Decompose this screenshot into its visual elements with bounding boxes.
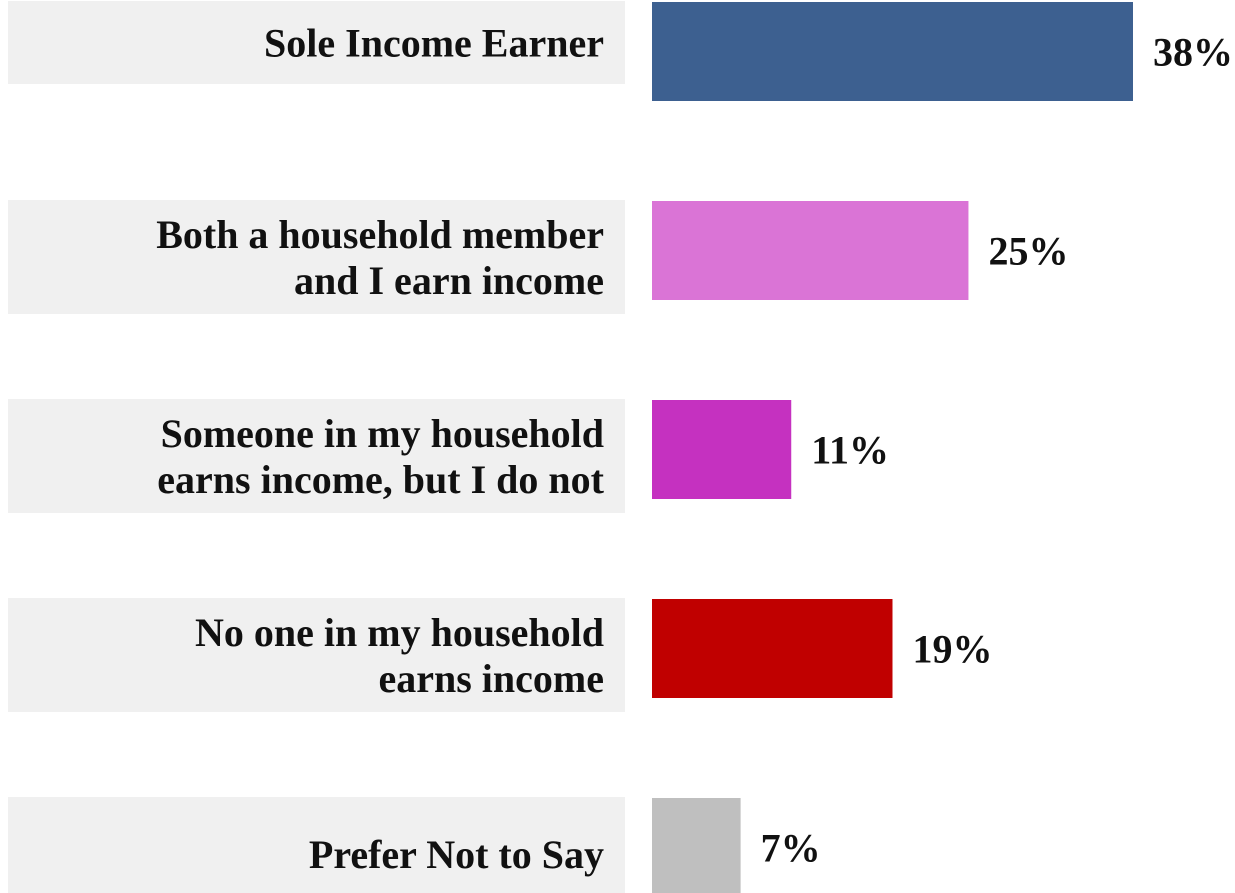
bar [652,400,792,499]
bar [652,599,893,698]
category-label: No one in my household [195,610,604,655]
bar [652,2,1133,101]
category-label-panel [8,200,625,314]
bars [652,2,1133,893]
bar [652,798,741,893]
bar [652,201,969,300]
value-label: 19% [913,627,993,672]
category-label: Prefer Not to Say [309,832,604,877]
category-label: Someone in my household [161,411,604,456]
category-label: and I earn income [294,258,604,303]
category-label: earns income [378,656,604,701]
value-labels: 38% 25% 11% 19% 7% [761,30,1233,871]
category-label: Both a household member [156,212,604,257]
value-label: 25% [988,229,1068,274]
value-label: 38% [1153,30,1233,75]
value-label: 11% [811,428,889,473]
value-label: 7% [761,826,821,871]
category-labels: Sole Income Earner Both a household membe… [156,21,604,878]
category-label-panel [8,399,625,513]
category-label-panel [8,598,625,712]
category-label-panel [8,1,625,84]
category-label-panels [8,1,625,893]
category-label: Sole Income Earner [264,21,604,66]
category-label: earns income, but I do not [157,457,604,502]
category-label-panel [8,797,625,893]
